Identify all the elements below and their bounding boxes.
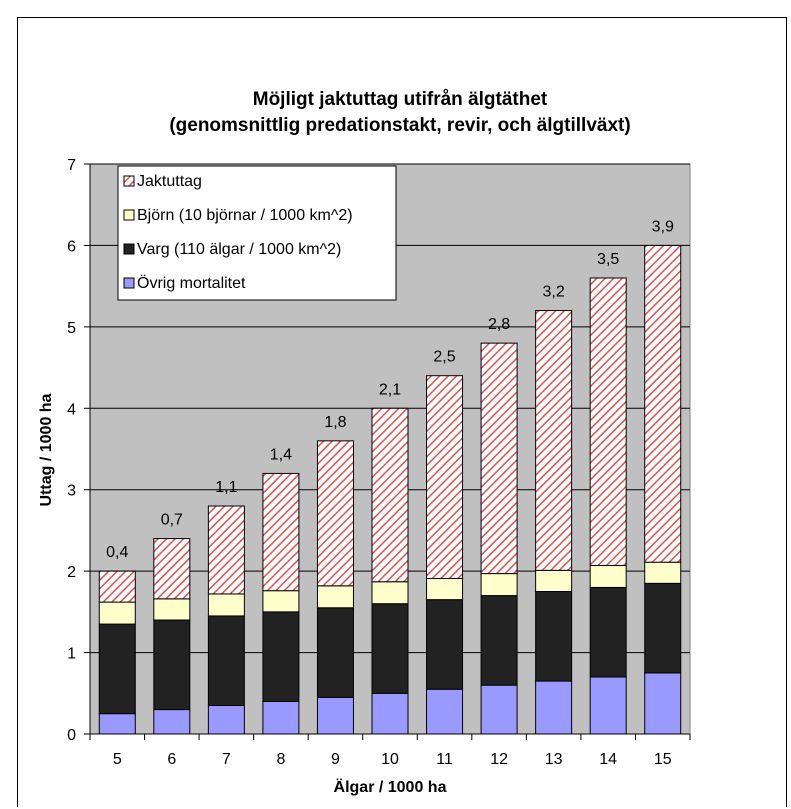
bar-segment-series-0: [535, 680, 573, 735]
bar-segment-series-0: [589, 676, 627, 735]
y-tick-label: 5: [67, 320, 76, 337]
data-label: 1,8: [324, 414, 346, 431]
bar-segment-series-0: [98, 713, 136, 735]
bar-segment-series-0: [480, 684, 518, 735]
bar-segment-series-1: [371, 603, 409, 694]
bar-segment-series-3: [535, 310, 573, 571]
x-tick-label: 6: [167, 751, 176, 768]
data-label: 3,2: [543, 284, 565, 301]
bar-segment-series-2: [153, 598, 191, 621]
x-tick-label: 12: [490, 751, 508, 768]
x-tick-label: 5: [113, 751, 122, 768]
bar-segment-series-0: [644, 672, 682, 735]
bar-segment-series-2: [316, 585, 354, 609]
bar-segment-series-1: [207, 615, 245, 707]
chart-title-line1: Möjligt jaktuttag utifrån älgtäthet: [253, 89, 548, 110]
data-label: 1,4: [270, 446, 292, 463]
x-axis-title: Älgar / 1000 ha: [334, 778, 447, 796]
y-tick-label: 1: [67, 646, 76, 663]
bar-segment-series-2: [480, 573, 518, 597]
bar-segment-series-2: [207, 593, 245, 617]
bar-segment-series-1: [153, 619, 191, 711]
bar-segment-series-0: [207, 705, 245, 735]
bar-segment-series-3: [316, 440, 354, 587]
legend-swatch: [123, 175, 135, 187]
legend-swatch: [123, 277, 135, 289]
bar-segment-series-2: [262, 590, 300, 613]
bar-segment-series-0: [316, 696, 354, 735]
bar-segment-series-1: [316, 607, 354, 698]
bar-segment-series-3: [644, 244, 682, 563]
bar-segment-series-0: [426, 688, 464, 735]
x-tick-label: 11: [436, 751, 453, 768]
data-label: 3,9: [652, 218, 674, 235]
bar-segment-series-2: [535, 569, 573, 592]
bar-segment-series-1: [535, 591, 573, 682]
bar-segment-series-0: [371, 692, 409, 735]
data-label: 1,1: [215, 479, 237, 496]
y-axis-title: Uttag / 1000 ha: [38, 393, 55, 506]
bar-segment-series-2: [426, 577, 464, 601]
x-tick-label: 13: [545, 751, 563, 768]
legend-label: Övrig mortalitet: [137, 274, 246, 292]
x-tick-label: 7: [222, 751, 231, 768]
bar-segment-series-3: [480, 342, 518, 575]
bar-segment-series-3: [207, 505, 245, 595]
bar-segment-series-3: [589, 277, 627, 566]
bar-segment-series-1: [480, 595, 518, 686]
legend-swatch: [123, 209, 135, 221]
x-tick-label: 8: [276, 751, 285, 768]
legend: Jaktuttag Björn (10 björnar / 1000 km^2) V…: [117, 165, 397, 301]
bar-segment-series-0: [153, 709, 191, 735]
bar-segment-series-1: [644, 582, 682, 674]
bar-segment-series-1: [262, 611, 300, 702]
y-tick-label: 7: [67, 157, 76, 174]
bar-segment-series-2: [644, 561, 682, 584]
chart-title-line2: (genomsnittlig predationstakt, revir, oc…: [169, 115, 630, 136]
data-labels: 0,4 0,7 1,1 1,4 1,8 2,1 2,5 2,8 3,2 3,5 3,9: [106, 218, 674, 561]
legend-box: [117, 165, 397, 301]
axes-group: [84, 163, 691, 740]
y-tick-label: 0: [67, 727, 76, 744]
bar-segment-series-3: [371, 407, 409, 583]
chart-frame: [17, 17, 787, 807]
y-tick-label: 2: [67, 564, 76, 581]
x-tick-label: 14: [599, 751, 617, 768]
x-tick-label: 9: [331, 751, 340, 768]
bar-segment-series-0: [262, 700, 300, 735]
bar-segment-series-1: [589, 586, 627, 678]
y-tick-label: 6: [67, 238, 76, 255]
bar-segment-series-3: [426, 375, 464, 579]
data-label: 2,5: [433, 349, 455, 366]
bar-segment-series-2: [98, 601, 136, 625]
legend-swatch: [123, 243, 135, 255]
legend-label: Varg (110 älgar / 1000 km^2): [137, 241, 341, 258]
bar-segment-series-1: [98, 623, 136, 715]
bar-segment-series-1: [426, 599, 464, 690]
data-label: 3,5: [597, 251, 619, 268]
x-tick-label: 15: [654, 751, 672, 768]
legend-label: Jaktuttag: [137, 173, 202, 190]
bar-segment-series-3: [98, 570, 136, 603]
legend-label: Björn (10 björnar / 1000 km^2): [137, 207, 353, 224]
x-tick-label: 10: [381, 751, 399, 768]
data-label: 0,4: [106, 544, 128, 561]
y-tick-label: 3: [67, 483, 76, 500]
bar-segment-series-3: [262, 472, 300, 592]
bar-segment-series-2: [589, 564, 627, 588]
data-label: 2,1: [379, 381, 401, 398]
y-tick-label: 4: [67, 401, 76, 418]
bar-segment-series-3: [153, 538, 191, 600]
data-label: 0,7: [161, 512, 183, 529]
data-label: 2,8: [488, 316, 510, 333]
bar-segment-series-2: [371, 581, 409, 605]
bars-group: [98, 244, 682, 735]
